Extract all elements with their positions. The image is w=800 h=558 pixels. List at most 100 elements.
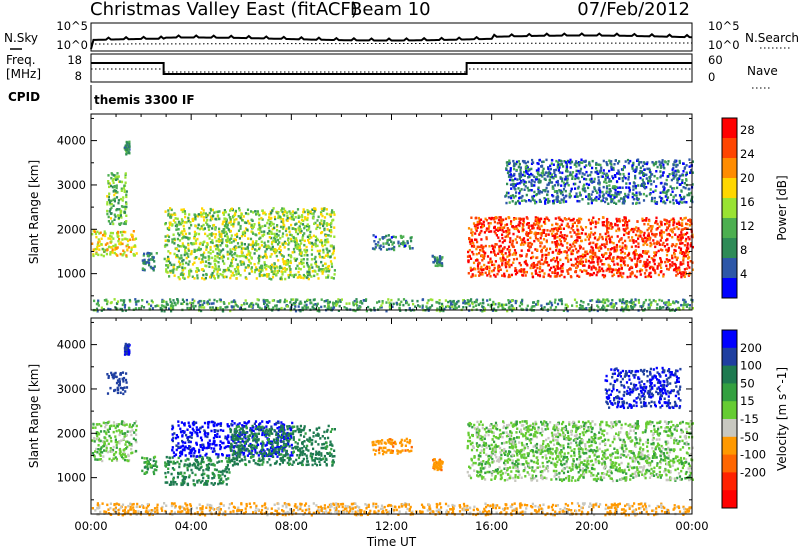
scatter-cell <box>116 196 118 199</box>
scatter-cell <box>516 228 518 231</box>
scatter-cell <box>578 164 580 167</box>
scatter-cell <box>214 255 216 258</box>
scatter-cell <box>495 232 497 235</box>
scatter-cell <box>180 209 182 212</box>
scatter-cell <box>681 222 683 225</box>
scatter-cell <box>589 300 591 303</box>
scatter-cell <box>217 307 219 310</box>
scatter-cell <box>258 260 260 263</box>
scatter-cell <box>665 219 667 222</box>
scatter-cell <box>598 218 600 221</box>
scatter-cell <box>534 202 536 205</box>
scatter-cell <box>254 233 256 236</box>
scatter-cell <box>264 242 266 245</box>
scatter-cell <box>248 243 250 246</box>
scatter-cell <box>254 252 256 255</box>
scatter-cell <box>521 241 523 244</box>
scatter-cell <box>533 184 535 187</box>
scatter-cell <box>651 173 653 176</box>
scatter-cell <box>617 228 619 231</box>
scatter-cell <box>616 244 618 247</box>
scatter-cell <box>293 248 295 251</box>
scatter-cell <box>686 250 688 253</box>
scatter-cell <box>557 261 559 264</box>
scatter-cell <box>120 214 122 217</box>
scatter-cell <box>500 269 502 272</box>
scatter-cell <box>187 263 189 266</box>
scatter-cell <box>207 226 209 229</box>
scatter-cell <box>118 199 120 202</box>
scatter-cell <box>570 258 572 261</box>
scatter-cell <box>341 298 343 301</box>
scatter-cell <box>194 231 196 234</box>
scatter-cell <box>683 217 685 220</box>
scatter-cell <box>227 251 229 254</box>
scatter-cell <box>497 227 499 230</box>
scatter-cell <box>590 171 592 174</box>
scatter-cell <box>650 230 652 233</box>
scatter-cell <box>556 190 558 193</box>
scatter-cell <box>681 190 683 193</box>
scatter-cell <box>538 187 540 190</box>
scatter-cell <box>541 258 543 261</box>
scatter-cell <box>228 269 230 272</box>
scatter-cell <box>327 228 329 231</box>
scatter-cell <box>551 228 553 231</box>
scatter-cell <box>409 307 411 310</box>
scatter-cell <box>435 265 437 268</box>
scatter-cell <box>286 234 288 237</box>
scatter-cell <box>689 224 691 227</box>
scatter-cell <box>674 263 676 266</box>
scatter-cell <box>551 224 553 227</box>
scatter-cell <box>218 228 220 231</box>
scatter-cell <box>337 301 339 304</box>
scatter-cell <box>669 266 671 269</box>
scatter-cell <box>547 201 549 204</box>
scatter-cell <box>497 266 499 269</box>
scatter-cell <box>217 214 219 217</box>
scatter-cell <box>679 194 681 197</box>
scatter-cell <box>114 198 116 201</box>
scatter-cell <box>248 272 250 275</box>
scatter-cell <box>293 218 295 221</box>
scatter-cell <box>682 251 684 254</box>
scatter-cell <box>193 300 195 303</box>
scatter-cell <box>595 246 597 249</box>
scatter-cell <box>106 203 108 206</box>
scatter-cell <box>464 300 466 303</box>
scatter-cell <box>104 235 106 238</box>
scatter-cell <box>638 257 640 260</box>
scatter-cell <box>521 255 523 258</box>
scatter-cell <box>297 276 299 279</box>
scatter-cell <box>281 254 283 257</box>
scatter-cell <box>514 178 516 181</box>
scatter-cell <box>566 254 568 257</box>
scatter-cell <box>545 171 547 174</box>
scatter-cell <box>518 166 520 169</box>
scatter-cell <box>205 249 207 252</box>
scatter-cell <box>506 161 508 164</box>
scatter-cell <box>150 305 152 308</box>
scatter-cell <box>563 228 565 231</box>
scatter-cell <box>468 301 470 304</box>
scatter-cell <box>263 246 265 249</box>
scatter-cell <box>615 189 617 192</box>
scatter-cell <box>571 161 573 164</box>
scatter-cell <box>550 267 552 270</box>
scatter-cell <box>525 262 527 265</box>
scatter-cell <box>142 267 144 270</box>
scatter-cell <box>616 263 618 266</box>
scatter-cell <box>240 260 242 263</box>
scatter-cell <box>601 263 603 266</box>
scatter-cell <box>527 249 529 252</box>
scatter-cell <box>473 245 475 248</box>
scatter-cell <box>245 266 247 269</box>
scatter-cell <box>206 219 208 222</box>
scatter-cell <box>324 263 326 266</box>
scatter-cell <box>126 248 128 251</box>
scatter-cell <box>294 241 296 244</box>
scatter-cell <box>595 244 597 247</box>
scatter-cell <box>681 179 683 182</box>
scatter-cell <box>286 215 288 218</box>
scatter-cell <box>517 200 519 203</box>
